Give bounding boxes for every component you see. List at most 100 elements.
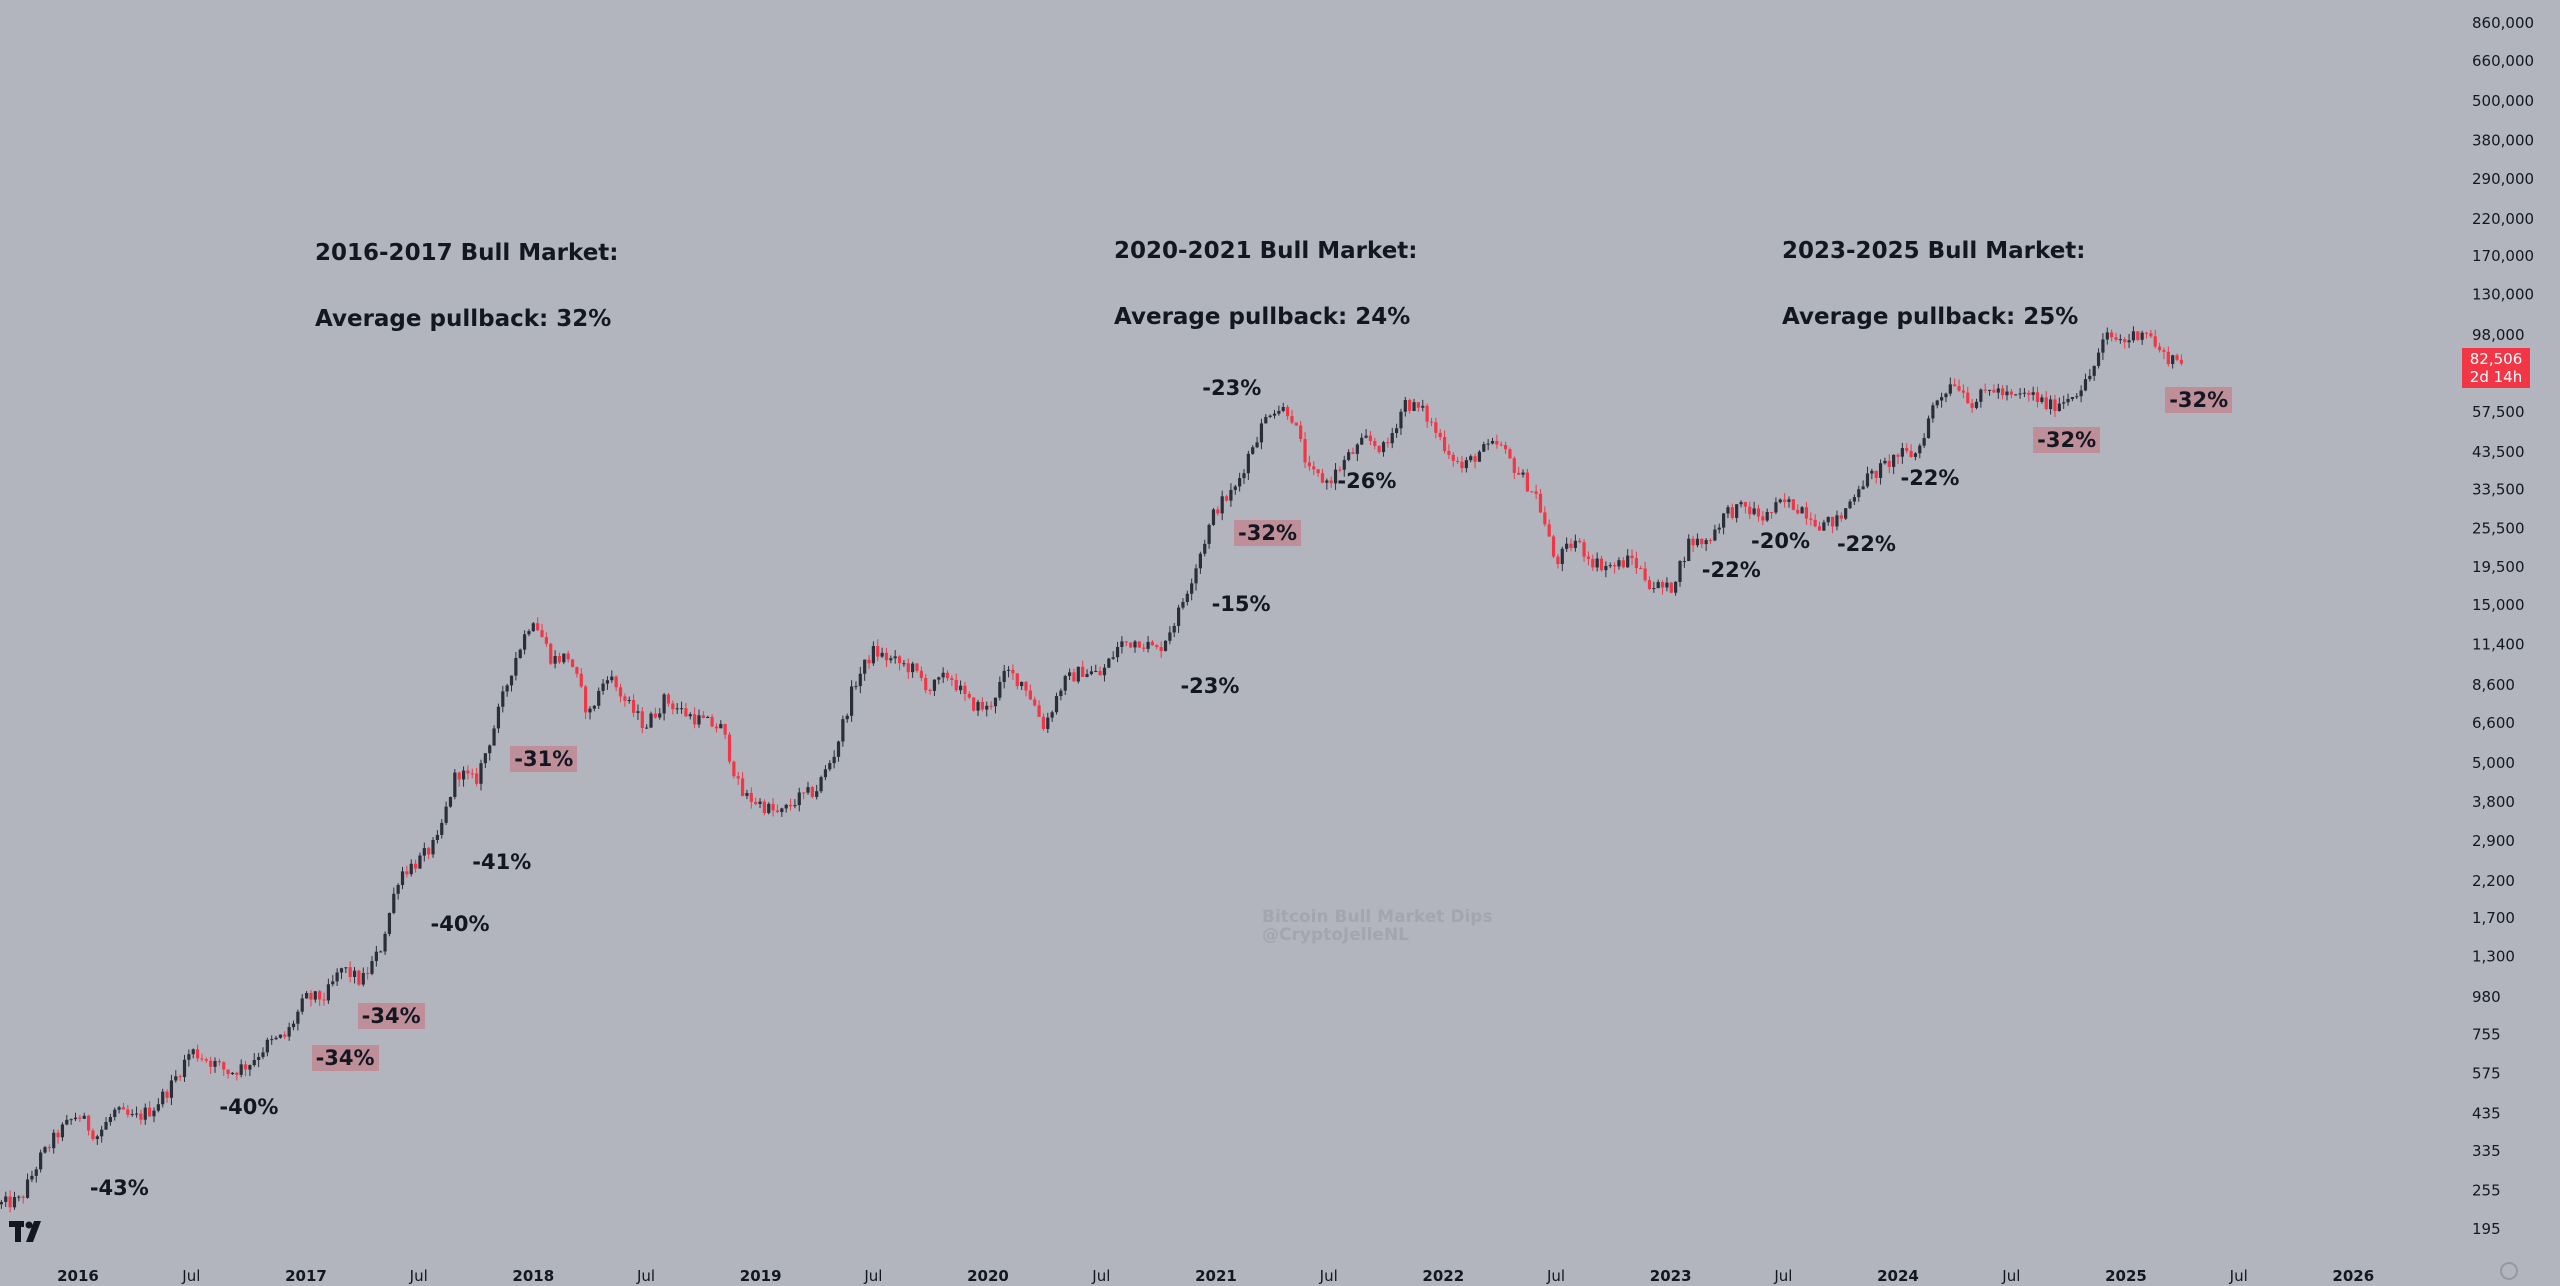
candle-body <box>788 804 793 807</box>
candle-body <box>1769 512 1774 514</box>
candle-body <box>1211 509 1216 525</box>
candle-body <box>1464 460 1468 469</box>
candle-body <box>1735 504 1739 518</box>
candle-body <box>1207 524 1211 544</box>
candle-body <box>536 623 540 631</box>
candle-body <box>187 1054 191 1060</box>
candle-body <box>2005 391 2009 396</box>
candle-body <box>1490 440 1495 444</box>
x-tick-label: 2025 <box>2105 1267 2147 1285</box>
candle-body <box>1665 582 1669 588</box>
candle-body <box>871 645 875 664</box>
candle-body <box>1595 558 1599 568</box>
section-pullback: Average pullback: 32% <box>315 306 612 332</box>
x-tick-label: 2023 <box>1650 1267 1692 1285</box>
candle-body <box>1926 418 1931 439</box>
candle-body <box>884 652 889 661</box>
candle-body <box>335 972 339 982</box>
y-tick-label: 33,500 <box>2472 480 2525 498</box>
candle-body <box>610 676 614 681</box>
candle-body <box>318 991 322 1000</box>
tradingview-logo-icon[interactable] <box>8 1219 52 1245</box>
x-tick-label: 2021 <box>1195 1267 1237 1285</box>
candle-body <box>1508 449 1512 459</box>
candle-body <box>1695 538 1700 546</box>
candle-body <box>1425 405 1429 422</box>
candle-body <box>2144 332 2149 334</box>
candle-body <box>2053 399 2057 412</box>
candle-body <box>1634 558 1638 569</box>
y-tick-label: 1,700 <box>2472 909 2515 927</box>
x-tick-label: Jul <box>181 1267 200 1285</box>
candle-body <box>1015 673 1019 687</box>
watermark-handle: @CryptoJelleNL <box>1262 925 1410 945</box>
candle-body <box>815 791 819 797</box>
candle-body <box>1948 384 1952 394</box>
candle-body <box>1957 386 1961 391</box>
candle-body <box>819 777 823 792</box>
candle-body <box>985 705 989 710</box>
candle-body <box>1913 453 1918 457</box>
candle-body <box>649 713 653 728</box>
candle-body <box>1517 472 1521 475</box>
x-tick-label: 2017 <box>285 1267 327 1285</box>
candle-body <box>1992 389 1996 393</box>
candle-body <box>1024 681 1028 691</box>
candle-body <box>139 1113 143 1120</box>
candle-body <box>56 1132 60 1138</box>
pullback-label: -41% <box>472 850 532 875</box>
y-tick-label: 130,000 <box>2472 286 2534 304</box>
candle-body <box>1817 526 1822 531</box>
candle-body <box>897 656 902 664</box>
current-price-label: 82,506 2d 14h <box>2462 348 2530 388</box>
candle-body <box>566 653 570 660</box>
candle-body <box>95 1136 99 1140</box>
candle-body <box>1691 538 1695 546</box>
candle-body <box>1687 538 1691 562</box>
candle-body <box>588 708 592 713</box>
candle-body <box>1190 583 1194 594</box>
candle-body <box>1835 515 1839 527</box>
y-tick-label: 500,000 <box>2472 92 2534 110</box>
candle-body <box>1155 645 1159 648</box>
candle-body <box>2001 388 2005 396</box>
y-tick-label: 755 <box>2472 1025 2501 1043</box>
candle-body <box>1931 405 1935 419</box>
candle-body <box>1953 384 1957 387</box>
candle-body <box>1748 506 1752 515</box>
candle-body <box>1089 671 1093 675</box>
candle-body <box>1503 445 1508 450</box>
candle-body <box>915 663 919 671</box>
candle-body <box>1826 516 1830 523</box>
candle-body <box>906 663 910 673</box>
candle-body <box>2014 394 2018 396</box>
candle-body <box>889 658 893 661</box>
candle-body <box>466 770 470 774</box>
candle-body <box>300 998 304 1012</box>
candle-body <box>2092 365 2096 376</box>
candle-body <box>1020 681 1024 687</box>
candle-body <box>366 973 370 975</box>
candle-body <box>270 1039 274 1041</box>
section-pullback: Average pullback: 25% <box>1782 304 2079 330</box>
x-tick-label: Jul <box>409 1267 428 1285</box>
candle-body <box>2110 332 2114 338</box>
candle-body <box>174 1076 178 1081</box>
candle-body <box>2118 339 2122 341</box>
candle-body <box>584 686 588 713</box>
candle-body <box>1796 509 1800 514</box>
candle-body <box>893 656 897 659</box>
pullback-label: -23% <box>1202 375 1262 400</box>
candle-body <box>876 645 880 657</box>
candle-body <box>1168 632 1172 641</box>
candle-body <box>392 893 396 913</box>
candle-body <box>387 912 392 934</box>
candle-body <box>1752 508 1756 515</box>
candle-body <box>1643 568 1647 581</box>
candle-body <box>802 792 806 794</box>
gear-icon[interactable] <box>2500 1262 2518 1280</box>
candle-body <box>86 1115 91 1131</box>
candle-body <box>1565 543 1569 549</box>
